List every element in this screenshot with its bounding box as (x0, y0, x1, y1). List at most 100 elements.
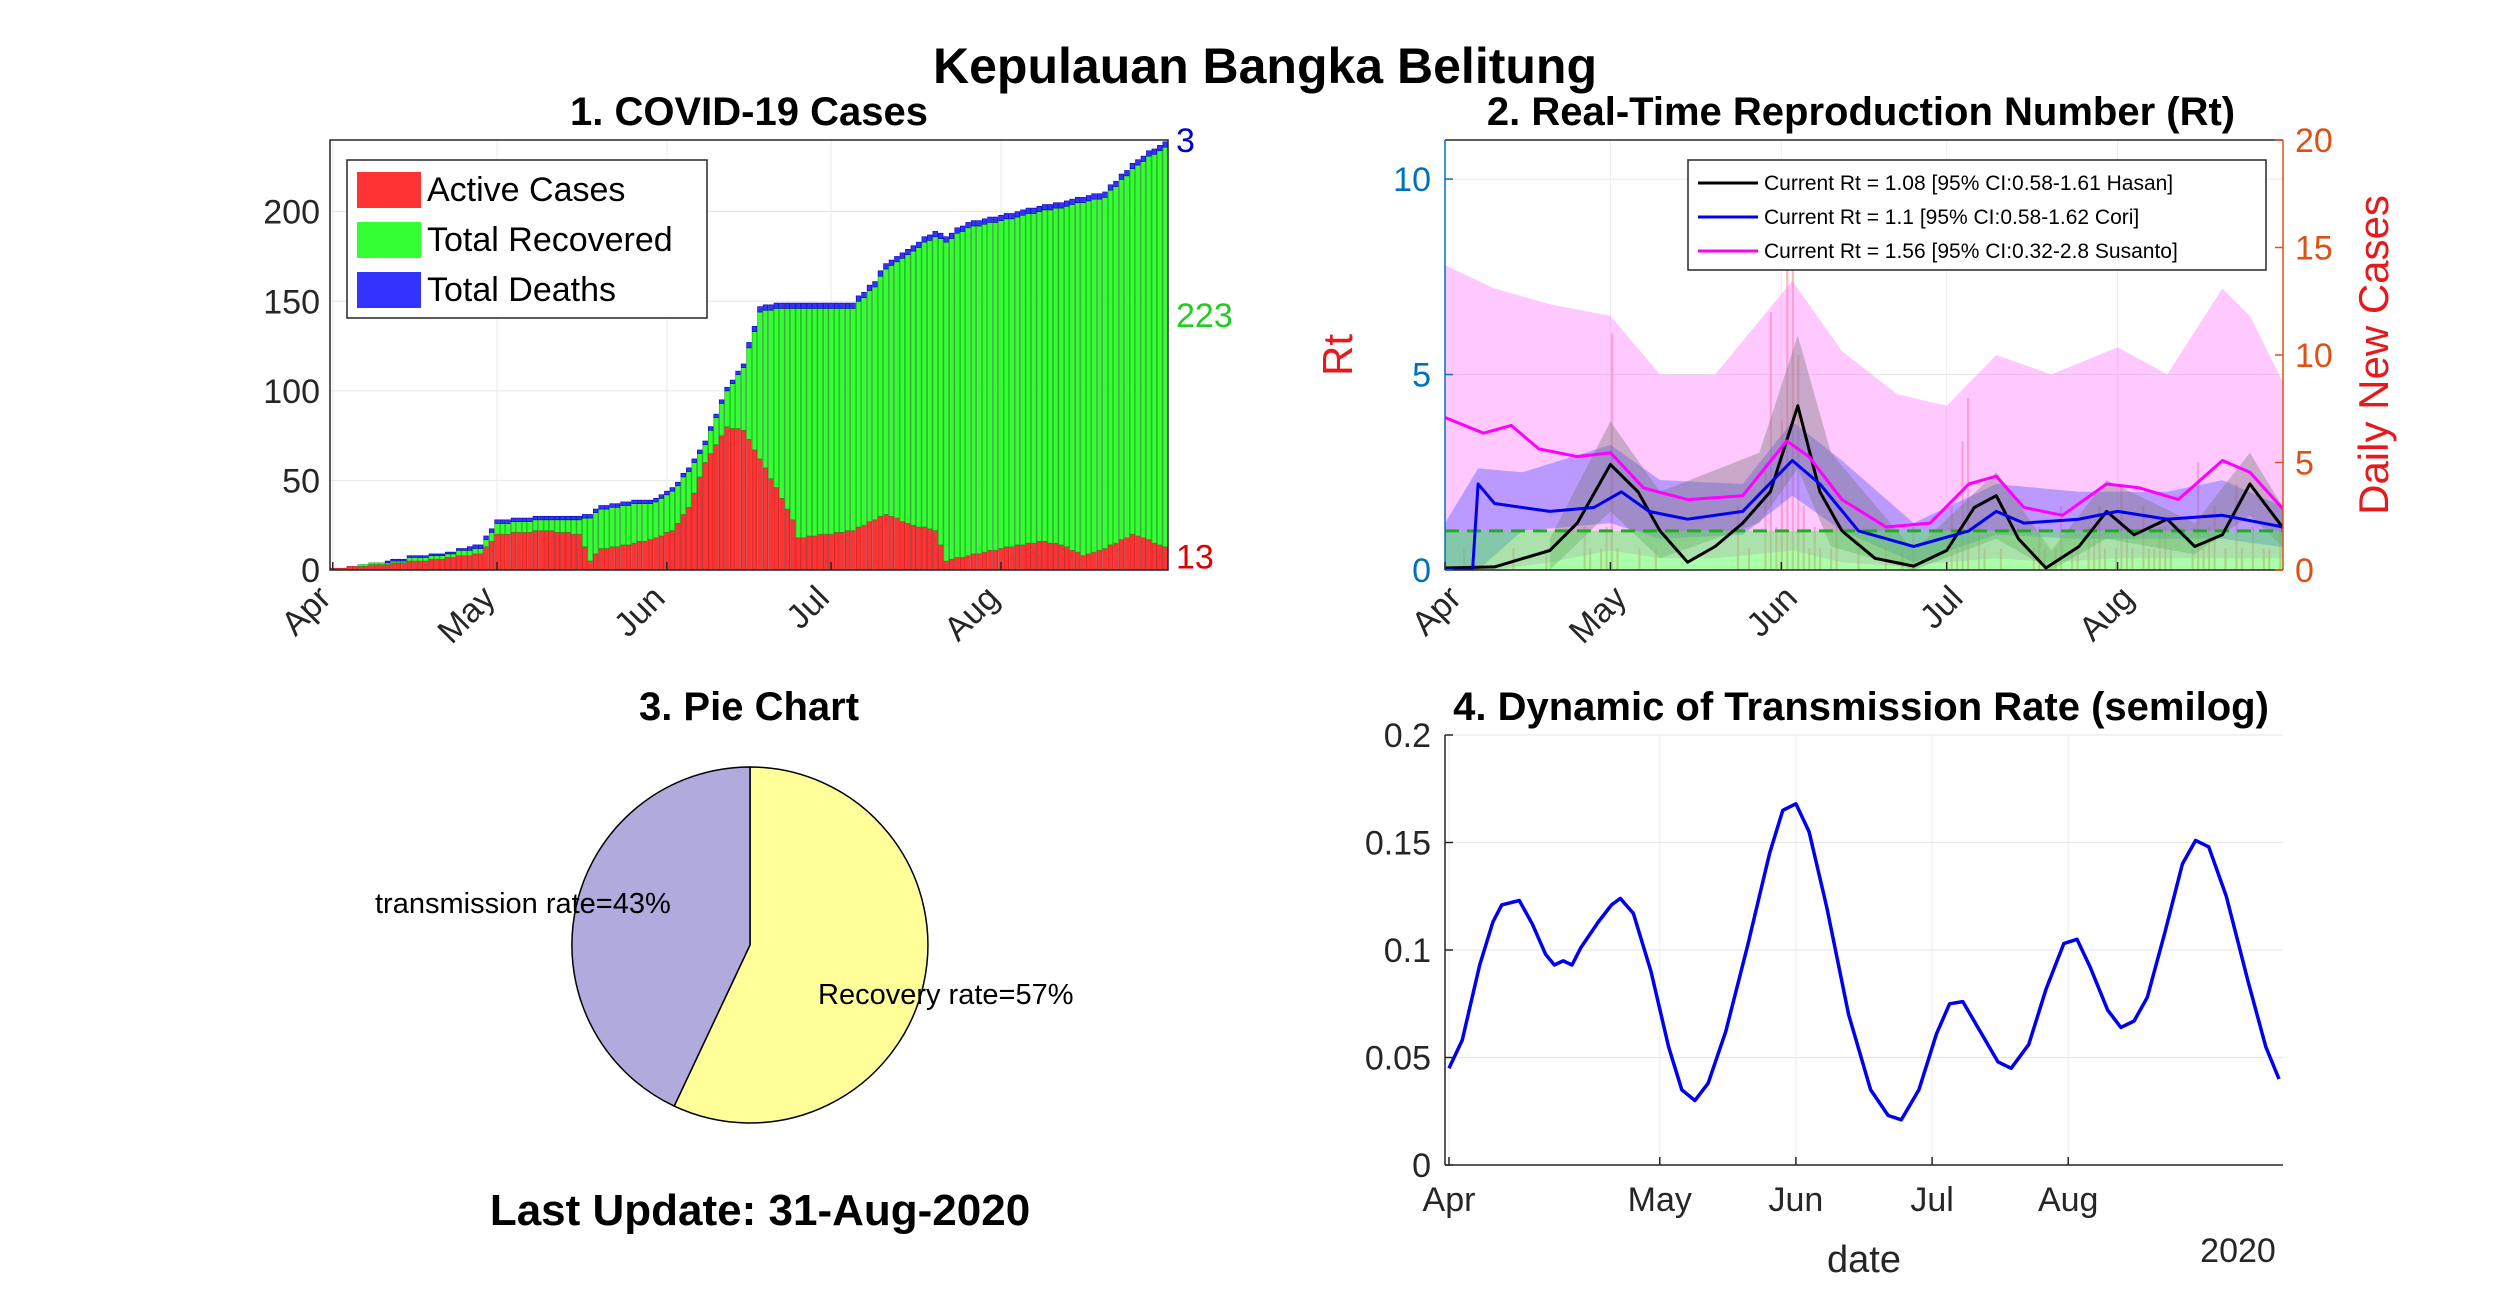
bar-total-deaths (620, 501, 626, 506)
daily-case-bar (1999, 548, 2003, 570)
bar-total-recovered (812, 308, 818, 537)
chart-transmission-xlabel: date (1827, 1239, 1901, 1281)
bar-total-recovered (823, 308, 829, 535)
bar-total-deaths (1074, 197, 1081, 204)
daily-case-bar (2268, 548, 2271, 570)
bar-total-deaths (1047, 204, 1053, 211)
bar-total-recovered (888, 265, 895, 517)
bar-total-recovered (658, 498, 665, 537)
bar-active-cases (965, 555, 971, 570)
y-tick-label: 0.2 (1384, 717, 1431, 755)
pie-label: transmission rate=43% (375, 888, 671, 920)
bar-total-recovered (970, 225, 977, 555)
bar-active-cases (603, 548, 610, 570)
bar-total-recovered (724, 390, 730, 427)
bar-active-cases (488, 541, 495, 570)
bar-active-cases (888, 515, 895, 570)
bar-total-deaths (499, 519, 506, 524)
daily-case-bar (2043, 548, 2046, 570)
bar-total-recovered (768, 309, 774, 479)
bar-active-cases (1096, 549, 1103, 570)
bar-total-recovered (806, 308, 812, 537)
bar-total-deaths (571, 515, 577, 521)
bar-total-recovered (603, 508, 610, 549)
bar-active-cases (921, 526, 927, 570)
daily-case-bar (1610, 333, 1614, 570)
bar-total-recovered (987, 222, 993, 551)
daily-case-bar (1545, 548, 1548, 570)
bar-total-deaths (609, 503, 615, 508)
bar-total-recovered (757, 311, 763, 460)
daily-case-bar (2158, 527, 2161, 570)
chart-rt-title: 2. Real-Time Reproduction Number (Rt) (1487, 90, 2235, 134)
daily-case-bar (1808, 548, 1811, 570)
bar-total-deaths (850, 302, 856, 309)
x-tick-label: Jul (1910, 1181, 1953, 1219)
bar-total-recovered (921, 241, 927, 528)
bar-active-cases (910, 524, 916, 570)
bar-total-deaths (428, 553, 434, 556)
bar-total-deaths (905, 248, 911, 255)
bar-total-deaths (1069, 198, 1075, 205)
bar-active-cases (932, 530, 938, 570)
bar-total-recovered (784, 308, 790, 510)
bar-total-deaths (439, 553, 445, 556)
bar-total-deaths (987, 216, 993, 223)
y-tick-label: 10 (1393, 161, 1431, 199)
y-right-tick-label: 15 (2295, 230, 2333, 268)
daily-case-bar (2038, 527, 2041, 570)
bar-total-recovered (1053, 207, 1059, 544)
bar-active-cases (483, 546, 489, 570)
bar-total-deaths (488, 528, 495, 533)
bar-total-recovered (609, 506, 615, 548)
bar-total-recovered (1091, 198, 1097, 553)
bar-active-cases (713, 444, 719, 570)
bar-total-recovered (1096, 198, 1103, 551)
bar-total-recovered (1135, 164, 1141, 537)
bar-active-cases (1058, 544, 1064, 570)
bar-active-cases (1091, 551, 1097, 570)
bar-active-cases (658, 535, 665, 570)
chart-cases-end-annotations: 3 223 13 (1176, 122, 1233, 577)
bar-total-deaths (1053, 202, 1059, 209)
bar-total-recovered (833, 308, 840, 533)
bar-active-cases (620, 544, 626, 570)
daily-case-bar (1835, 527, 1838, 570)
bar-total-deaths (790, 302, 796, 309)
daily-case-bar (1736, 505, 1740, 570)
bar-active-cases (477, 553, 484, 570)
bar-active-cases (631, 542, 637, 570)
bar-total-recovered (456, 549, 462, 556)
x-tick-label: Aug (2038, 1181, 2099, 1219)
bar-total-recovered (773, 308, 780, 488)
bar-active-cases (625, 544, 632, 570)
bar-total-recovered (379, 562, 385, 565)
bar-active-cases (1118, 539, 1125, 570)
bar-active-cases (691, 492, 697, 570)
bar-total-recovered (571, 519, 577, 535)
bar-active-cases (1151, 542, 1157, 570)
chart-pie-labels: Recovery rate=57% transmission rate=43% (375, 888, 1074, 1011)
bar-total-recovered (494, 523, 500, 535)
pie-slice (571, 766, 751, 1108)
daily-case-bar (1780, 419, 1783, 570)
bar-active-cases (423, 560, 429, 570)
bar-total-recovered (483, 539, 489, 548)
confidence-band (1445, 265, 2283, 570)
bar-total-deaths (401, 558, 407, 562)
bar-total-deaths (576, 515, 582, 521)
bar-total-deaths (587, 514, 593, 519)
bar-total-recovered (1003, 218, 1010, 548)
bar-total-recovered (554, 519, 560, 533)
bar-total-recovered (461, 549, 467, 556)
bar-active-cases (538, 530, 544, 570)
bar-total-recovered (1080, 202, 1086, 556)
bar-total-deaths (795, 302, 801, 309)
bar-total-deaths (899, 252, 906, 259)
bar-active-cases (609, 546, 615, 570)
bar-active-cases (653, 537, 659, 570)
bar-total-deaths (1157, 145, 1163, 152)
y-tick-label: 0 (301, 552, 320, 590)
bar-total-deaths (1014, 211, 1021, 218)
bar-total-recovered (1036, 211, 1042, 542)
